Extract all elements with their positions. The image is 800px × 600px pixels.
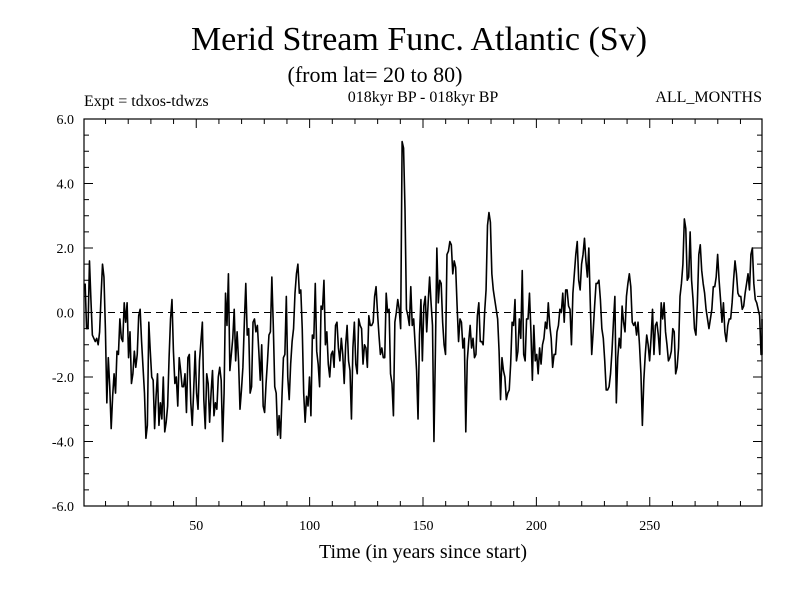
y-tick-label: -4.0 — [52, 436, 74, 451]
x-tick-label: 50 — [189, 519, 203, 534]
y-tick-label: 6.0 — [57, 113, 75, 128]
chart-title: Merid Stream Func. Atlantic (Sv) — [191, 21, 647, 58]
y-tick-label: 0.0 — [57, 307, 75, 322]
period-label: 018kyr BP - 018kyr BP — [348, 89, 499, 106]
x-tick-label: 250 — [639, 519, 660, 534]
x-tick-label: 200 — [526, 519, 547, 534]
plot-area: -6.0 -4.0 -2.0 0.0 2.0 4.0 6.0 50 100 150 200 250 — [52, 113, 763, 534]
x-axis-label: Time (in years since start) — [319, 541, 527, 563]
y-tick-label: 4.0 — [57, 178, 75, 193]
x-tick-label: 100 — [299, 519, 320, 534]
y-tick-label: 2.0 — [57, 242, 75, 257]
months-label: ALL_MONTHS — [655, 89, 762, 106]
chart-subtitle: (from lat= 20 to 80) — [288, 62, 463, 87]
y-tick-label: -6.0 — [52, 500, 74, 515]
series-line-0 — [84, 140, 763, 443]
experiment-label: Expt = tdxos-tdwzs — [84, 93, 209, 110]
x-tick-label: 150 — [413, 519, 434, 534]
y-tick-label: -2.0 — [52, 371, 74, 386]
